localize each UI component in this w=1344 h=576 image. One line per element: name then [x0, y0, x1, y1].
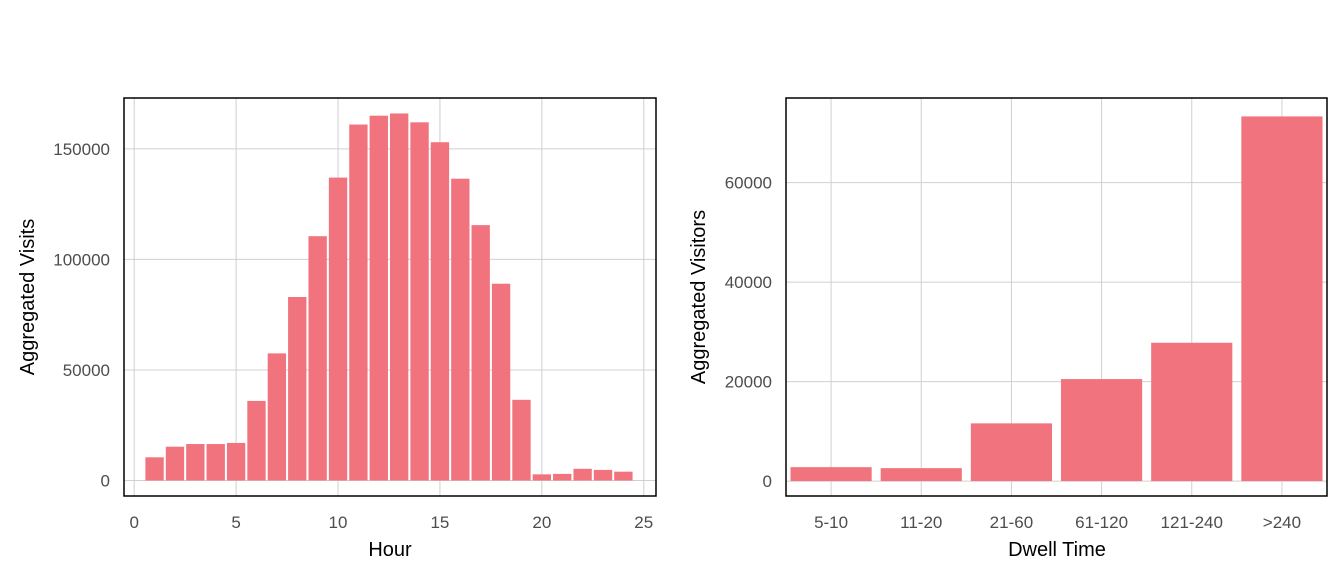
hourly-x-tick-label: 25: [634, 513, 653, 532]
dwell-bar: [970, 423, 1052, 482]
hourly-bar: [573, 468, 592, 481]
hourly-x-axis-title: Hour: [368, 539, 412, 561]
dwell-bar: [1151, 342, 1233, 482]
hourly-bar: [349, 124, 368, 481]
dwell-y-tick-label: 40000: [725, 273, 772, 292]
hourly-x-tick-label: 15: [430, 513, 449, 532]
dwell-x-tick-label: >240: [1263, 513, 1301, 532]
dwell-bar: [1061, 379, 1143, 482]
dwell-time-chart: 5-10 11-20 21-60 61-120 121-240 >240 0 20000 40…: [688, 97, 1328, 561]
hourly-y-tick-label: 150000: [53, 140, 110, 159]
hourly-y-tick-label: 100000: [53, 250, 110, 269]
dwell-bar: [1241, 116, 1323, 482]
dwell-x-tick-label: 121-240: [1161, 513, 1223, 532]
dwell-x-tick-label: 61-120: [1075, 513, 1128, 532]
hourly-bar: [491, 283, 511, 481]
hourly-y-tick-label: 50000: [63, 361, 110, 380]
hourly-plot-frame: [123, 97, 657, 497]
hourly-bar: [308, 236, 327, 481]
hourly-bar: [206, 444, 225, 481]
hourly-y-tick-label: 0: [101, 472, 110, 491]
hourly-x-tick-label: 10: [329, 513, 348, 532]
hourly-bar: [471, 225, 490, 481]
hourly-bar: [614, 471, 633, 481]
dwell-bar: [880, 468, 962, 482]
dwell-y-tick-label: 60000: [725, 174, 772, 193]
hourly-bar: [512, 399, 531, 481]
hourly-x-tick-label: 5: [231, 513, 240, 532]
hourly-bar: [165, 446, 185, 481]
dwell-x-tick-label: 21-60: [990, 513, 1033, 532]
hourly-bar: [145, 457, 164, 481]
hourly-x-tick-label: 20: [532, 513, 551, 532]
hourly-visits-chart: 0 5 10 15 20 25 0 50000 100000 150000 Hour Aggre…: [17, 97, 657, 561]
hourly-bar: [226, 442, 246, 481]
dwell-plot-frame: [785, 97, 1328, 497]
dwell-y-axis-title: Aggregated Visitors: [688, 210, 710, 384]
hourly-bar: [247, 400, 266, 481]
hourly-bar: [390, 113, 409, 481]
hourly-bar: [186, 444, 205, 481]
dwell-x-tick-label: 11-20: [900, 513, 942, 532]
hourly-bar: [369, 115, 388, 481]
dwell-x-axis-title: Dwell Time: [1008, 539, 1106, 561]
hourly-bar: [430, 142, 450, 481]
hourly-bar: [328, 177, 348, 481]
dwell-bar: [790, 467, 872, 482]
hourly-bar: [451, 178, 470, 481]
dwell-x-tick-label: 5-10: [814, 513, 848, 532]
hourly-x-tick-label: 0: [129, 513, 138, 532]
hourly-bar: [553, 473, 572, 481]
hourly-bar: [410, 122, 429, 481]
hourly-bar: [532, 474, 552, 481]
hourly-y-axis-title: Aggregated Visits: [17, 219, 39, 375]
dwell-y-tick-label: 20000: [725, 373, 772, 392]
hourly-bar: [267, 353, 287, 481]
hourly-bar: [288, 297, 307, 481]
dwell-y-tick-label: 0: [763, 472, 772, 491]
hourly-bar: [593, 469, 613, 481]
